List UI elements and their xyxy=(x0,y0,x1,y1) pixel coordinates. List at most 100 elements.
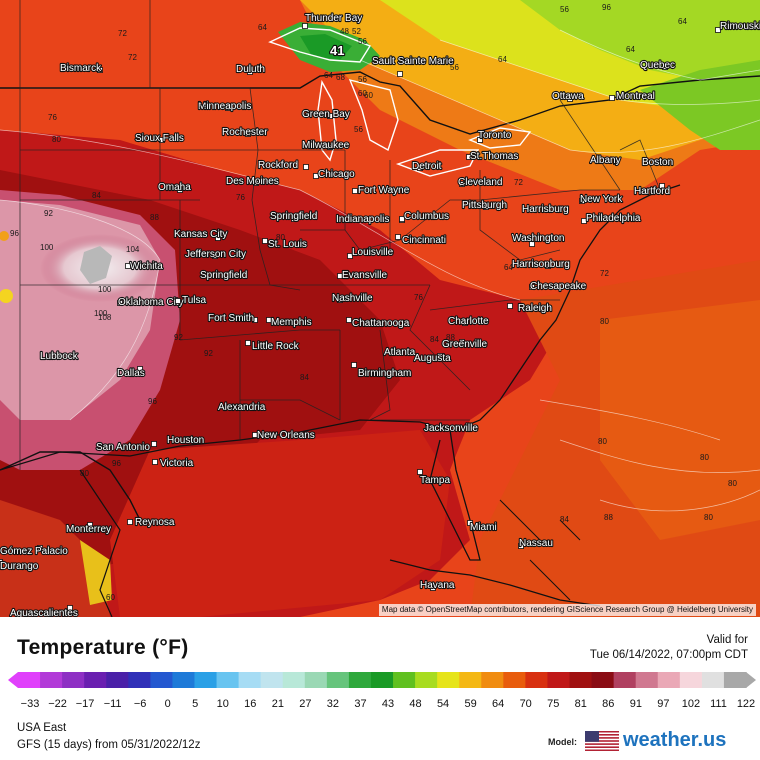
color-scale-tick-label: 64 xyxy=(492,698,504,710)
city-marker: Memphis xyxy=(266,316,313,329)
city-marker: Louisville xyxy=(347,246,395,259)
isotherm-label: 72 xyxy=(118,29,127,38)
color-scale-cell xyxy=(62,672,85,688)
city-dot xyxy=(613,159,619,165)
city-marker: Atlanta xyxy=(383,346,417,359)
color-scale-tick-label: 81 xyxy=(575,698,587,710)
city-dot xyxy=(352,188,358,194)
city-label: Alexandria xyxy=(218,402,266,413)
color-scale-cell xyxy=(106,672,129,688)
city-dot xyxy=(567,96,573,102)
city-dot xyxy=(351,362,357,368)
city-label: St.Thomas xyxy=(470,151,518,162)
city-marker: St. Louis xyxy=(262,238,308,251)
city-label: Chicago xyxy=(318,169,355,180)
isotherm-label: 100 xyxy=(94,309,108,318)
color-scale-tick-label: 122 xyxy=(737,698,755,710)
color-scale-tick-label: 75 xyxy=(547,698,559,710)
color-scale-cell xyxy=(635,672,659,688)
city-dot xyxy=(609,95,615,101)
city-dot xyxy=(579,198,585,204)
city-dot xyxy=(184,436,190,442)
color-scale-cell xyxy=(525,672,549,688)
city-label: Bismarck xyxy=(60,63,102,74)
isotherm-label: 80 xyxy=(700,453,709,462)
city-label: Houston xyxy=(167,435,204,446)
city-dot xyxy=(127,519,133,525)
color-scale-ticks: −33 −22 −17 −11 −6 0 5 10 16 21 27 32 37 43 48 54 59 64 70… xyxy=(21,698,756,710)
city-marker: Boston xyxy=(641,156,674,169)
color-scale-cell xyxy=(304,672,328,688)
city-label: Tulsa xyxy=(182,295,207,306)
city-marker: Thunder Bay xyxy=(302,12,363,29)
city-label: Rimouski xyxy=(720,21,760,32)
field-mexico xyxy=(0,500,110,617)
color-scale-cell xyxy=(657,672,681,688)
city-marker: Philadelphia xyxy=(581,212,642,225)
city-marker: Miami xyxy=(467,520,498,534)
city-dot xyxy=(302,23,308,29)
color-scale-cell xyxy=(238,672,262,688)
city-marker: Jefferson City xyxy=(184,248,247,261)
isotherm-label: 76 xyxy=(414,293,423,302)
city-marker: Wichita xyxy=(125,260,164,273)
city-label: Memphis xyxy=(271,317,312,328)
city-marker: Houston xyxy=(166,434,205,447)
city-dot xyxy=(545,263,551,269)
isotherm-label: 72 xyxy=(128,53,137,62)
color-scale-cell xyxy=(679,672,703,688)
city-marker: Chattanooga xyxy=(346,317,411,330)
color-scale-tick-label: 21 xyxy=(272,698,284,710)
city-label: Indianapolis xyxy=(336,214,389,225)
city-label: New York xyxy=(580,194,623,205)
city-label: Tampa xyxy=(420,475,450,486)
color-scale-cell xyxy=(370,672,394,688)
city-dot xyxy=(152,459,158,465)
city-marker: Albany xyxy=(589,154,622,167)
color-scale-cell xyxy=(172,672,196,688)
city-label: Sioux Falls xyxy=(135,133,184,144)
city-dot xyxy=(462,320,468,326)
isotherm-label: 68 xyxy=(336,73,345,82)
city-marker: Aguascalientes xyxy=(9,605,79,617)
city-label: Little Rock xyxy=(252,341,300,352)
city-marker: Milwaukee xyxy=(301,139,351,152)
isotherm-label: 92 xyxy=(174,333,183,342)
city-label: Cincinnati xyxy=(402,235,446,246)
city-marker: Greenville xyxy=(441,338,489,351)
city-label: Quebec xyxy=(640,60,675,71)
city-dot xyxy=(252,432,258,438)
city-dot xyxy=(303,164,309,170)
isotherm-label: 72 xyxy=(198,101,207,110)
color-scale-tick-label: 97 xyxy=(657,698,669,710)
city-dot xyxy=(151,441,157,447)
city-dot xyxy=(137,366,143,372)
city-marker: Lubbock xyxy=(39,350,80,363)
city-dot xyxy=(87,522,93,528)
city-marker: Harrisburg xyxy=(521,203,570,216)
color-scale-tick-label: 16 xyxy=(244,698,256,710)
brand-logo[interactable]: weather.us xyxy=(623,729,727,751)
isotherm-label: 96 xyxy=(602,3,611,12)
city-dot xyxy=(175,298,181,304)
city-label: Dallas xyxy=(117,368,145,379)
city-label: Springfield xyxy=(270,211,317,222)
city-dot xyxy=(395,234,401,240)
city-dot xyxy=(177,187,183,193)
city-dot xyxy=(389,350,395,356)
color-scale-cell xyxy=(326,672,350,688)
city-label: Sault Sainte Marie xyxy=(372,56,454,67)
isotherm-label: 64 xyxy=(324,71,333,80)
city-dot xyxy=(37,545,43,551)
temperature-map[interactable]: Thunder Bay Rimouski Bismarck Duluth Sault S… xyxy=(0,0,760,617)
city-label: Louisville xyxy=(352,247,394,258)
city-label: Wichita xyxy=(130,261,163,272)
isotherm-label: 104 xyxy=(126,245,140,254)
city-dot xyxy=(313,173,319,179)
color-scale-tick-label: 27 xyxy=(299,698,311,710)
color-scale-arrow-right xyxy=(746,672,756,688)
color-scale-cell xyxy=(348,672,372,688)
city-marker: Nashville xyxy=(331,292,374,305)
isotherm-label: 60 xyxy=(358,89,367,98)
city-dot xyxy=(253,180,259,186)
